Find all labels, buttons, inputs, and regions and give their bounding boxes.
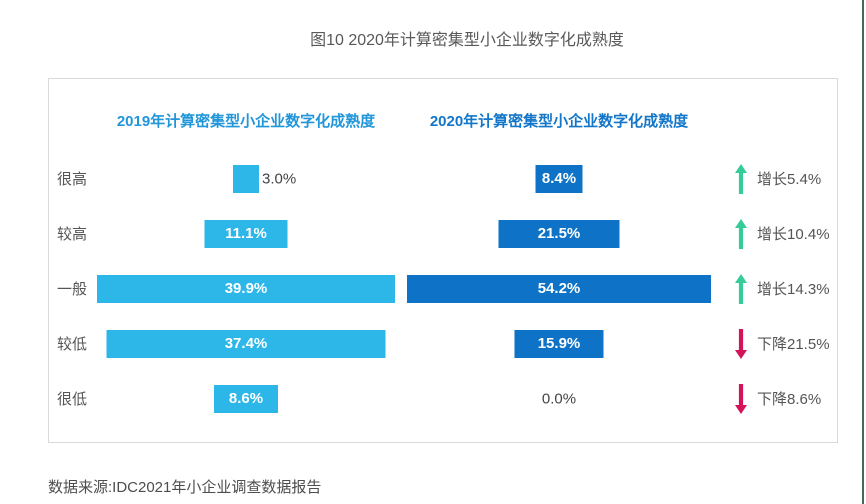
bar-zone-2020: 15.9% — [407, 316, 711, 371]
category-label: 很高 — [57, 171, 88, 188]
bar-zone-2019: 39.9% — [97, 261, 395, 316]
bar-zone-2019: 8.6% — [97, 371, 395, 426]
category-label: 较高 — [57, 226, 88, 243]
down-arrow-icon — [735, 383, 747, 414]
chart-row: 很低 8.6% 0.0% 下降8.6% — [49, 371, 837, 426]
category-label: 一般 — [57, 281, 88, 298]
chart-row: 较高 11.1% 21.5% 增长10.4% — [49, 206, 837, 261]
change-indicator: 下降21.5% — [735, 328, 830, 359]
bar-value-label: 3.0% — [262, 170, 297, 187]
chart-panel: 2019年计算密集型小企业数字化成熟度 2020年计算密集型小企业数字化成熟度 … — [48, 78, 838, 443]
bar-zone-2019: 37.4% — [97, 316, 395, 371]
column-headers: 2019年计算密集型小企业数字化成熟度 2020年计算密集型小企业数字化成熟度 — [49, 107, 837, 137]
change-label: 增长10.4% — [757, 226, 830, 243]
bar-zone-2020: 8.4% — [407, 151, 711, 206]
change-arrow-icon — [735, 163, 747, 194]
bar: 11.1% — [204, 219, 288, 248]
bar: 54.2% — [407, 274, 711, 303]
bar: 39.9% — [97, 274, 395, 303]
bar — [233, 164, 259, 193]
change-indicator: 增长14.3% — [735, 273, 830, 304]
bar-zone-2019: 3.0% — [97, 151, 395, 206]
bar-zone-2020: 0.0% — [407, 371, 711, 426]
bar-zone-2020: 21.5% — [407, 206, 711, 261]
change-arrow-icon — [735, 383, 747, 414]
up-arrow-icon — [735, 273, 747, 304]
page-edge-line — [862, 0, 864, 504]
bar: 8.6% — [214, 384, 278, 413]
change-label: 增长14.3% — [757, 281, 830, 298]
change-arrow-icon — [735, 328, 747, 359]
change-arrow-icon — [735, 218, 747, 249]
up-arrow-icon — [735, 218, 747, 249]
change-arrow-icon — [735, 273, 747, 304]
chart-row: 很高 3.0% 8.4% 增长5.4% — [49, 151, 837, 206]
chart-row: 较低 37.4% 15.9% 下降21.5% — [49, 316, 837, 371]
data-source-note: 数据来源:IDC2021年小企业调查数据报告 — [48, 479, 322, 496]
up-arrow-icon — [735, 163, 747, 194]
category-label: 较低 — [57, 336, 88, 353]
bar: 21.5% — [498, 219, 620, 248]
down-arrow-icon — [735, 328, 747, 359]
category-label: 很低 — [57, 391, 88, 408]
change-indicator: 增长5.4% — [735, 163, 822, 194]
chart-row: 一般 39.9% 54.2% 增长14.3% — [49, 261, 837, 316]
series-header-2020: 2020年计算密集型小企业数字化成熟度 — [429, 113, 689, 130]
bar-zone-2019: 11.1% — [97, 206, 395, 261]
bar-value-label: 0.0% — [541, 390, 577, 407]
series-header-2019: 2019年计算密集型小企业数字化成熟度 — [116, 113, 376, 130]
rows: 很高 3.0% 8.4% 增长5.4% 较高 11.1% 21.5% — [49, 151, 837, 426]
change-label: 增长5.4% — [757, 171, 822, 188]
change-indicator: 增长10.4% — [735, 218, 830, 249]
chart-title: 图10 2020年计算密集型小企业数字化成熟度 — [310, 32, 624, 49]
change-label: 下降21.5% — [757, 336, 830, 353]
change-label: 下降8.6% — [757, 391, 822, 408]
bar-zone-2020: 54.2% — [407, 261, 711, 316]
bar: 37.4% — [106, 329, 386, 358]
bar: 8.4% — [535, 164, 583, 193]
change-indicator: 下降8.6% — [735, 383, 822, 414]
bar: 15.9% — [514, 329, 604, 358]
